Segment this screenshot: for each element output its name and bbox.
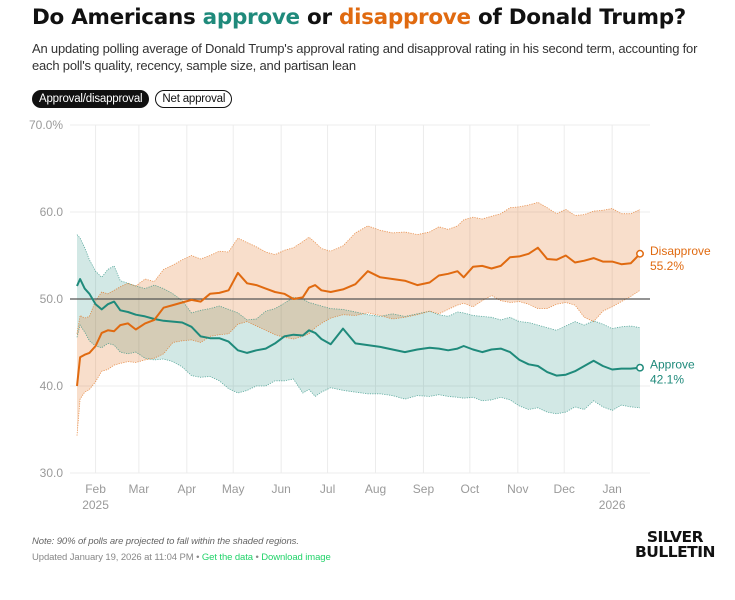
title-part-3: of Donald Trump?	[470, 5, 686, 30]
x-tick-year-label: 2025	[82, 498, 109, 512]
title-approve-word: approve	[202, 5, 300, 30]
updated-timestamp: Updated January 19, 2026 at 11:04 PM	[32, 552, 194, 563]
toggle-approval-disapproval[interactable]: Approval/disapproval	[32, 90, 150, 108]
x-tick-label: Mar	[129, 482, 150, 496]
approve-line	[76, 278, 641, 377]
x-tick-label: Feb	[85, 482, 106, 496]
disapprove-end-label: Disapprove	[650, 244, 711, 258]
disapprove-end-marker	[636, 249, 644, 258]
title-part-1: Do Americans	[32, 5, 203, 30]
x-tick-label: Dec	[554, 482, 575, 496]
approve-band-lower-edge	[76, 324, 641, 415]
y-tick-label: 40.0	[40, 379, 64, 393]
silver-bulletin-logo: SILVER BULLETIN	[634, 528, 716, 561]
lines	[76, 246, 644, 387]
approve-band-upper-edge	[76, 234, 641, 331]
download-image-link[interactable]: Download image	[261, 552, 331, 563]
disapprove-line	[76, 246, 641, 387]
approve-end-label: Approve	[650, 358, 695, 372]
get-data-link[interactable]: Get the data	[201, 552, 253, 563]
updated-line: Updated January 19, 2026 at 11:04 PM • G…	[32, 552, 331, 563]
y-tick-label: 60.0	[40, 205, 64, 219]
approve-end-value: 42.1%	[650, 373, 684, 387]
subtitle: An updating polling average of Donald Tr…	[32, 41, 698, 73]
title-part-2: or	[299, 5, 339, 30]
approve-band	[77, 234, 640, 414]
x-tick-label: Jan	[602, 482, 621, 496]
separator: •	[193, 552, 202, 563]
y-tick-label: 70.0%	[29, 118, 63, 132]
disapprove-band-upper-edge	[76, 201, 641, 334]
y-tick-label: 50.0	[40, 292, 64, 306]
approval-chart: 70.0% 60.0 50.0 40.0 30.0 Feb 2025 Mar Apr May Ju…	[29, 118, 711, 512]
logo-line-1: SILVER	[646, 528, 704, 546]
footnote: Note: 90% of polls are projected to fall…	[32, 536, 299, 547]
view-toggle-group: Approval/disapproval Net approval	[32, 90, 233, 108]
x-tick-label: Sep	[413, 482, 435, 496]
x-tick-year-label: 2026	[599, 498, 626, 512]
x-tick-label: Aug	[365, 482, 386, 496]
logo-line-2: BULLETIN	[634, 543, 716, 561]
x-tick-label: Apr	[177, 482, 196, 496]
x-tick-label: Nov	[507, 482, 528, 496]
bands	[76, 201, 641, 436]
disapprove-band-lower-edge	[76, 289, 641, 436]
y-axis: 70.0% 60.0 50.0 40.0 30.0	[29, 118, 63, 480]
x-tick-label: May	[222, 482, 245, 496]
x-tick-label: Jul	[320, 482, 335, 496]
x-tick-label: Jun	[271, 482, 290, 496]
disapprove-band	[77, 202, 640, 436]
y-tick-label: 30.0	[40, 466, 64, 480]
separator: •	[252, 552, 262, 563]
x-axis: Feb 2025 Mar Apr May Jun Jul Aug Sep Oct Nov Dec Jan…	[82, 482, 626, 512]
toggle-net-approval[interactable]: Net approval	[155, 90, 233, 108]
x-tick-label: Oct	[461, 482, 480, 496]
disapprove-end-value: 55.2%	[650, 259, 684, 273]
page-title: Do Americans approve or disapprove of Do…	[32, 5, 686, 30]
approve-end-marker	[636, 363, 644, 372]
title-disapprove-word: disapprove	[338, 5, 471, 30]
